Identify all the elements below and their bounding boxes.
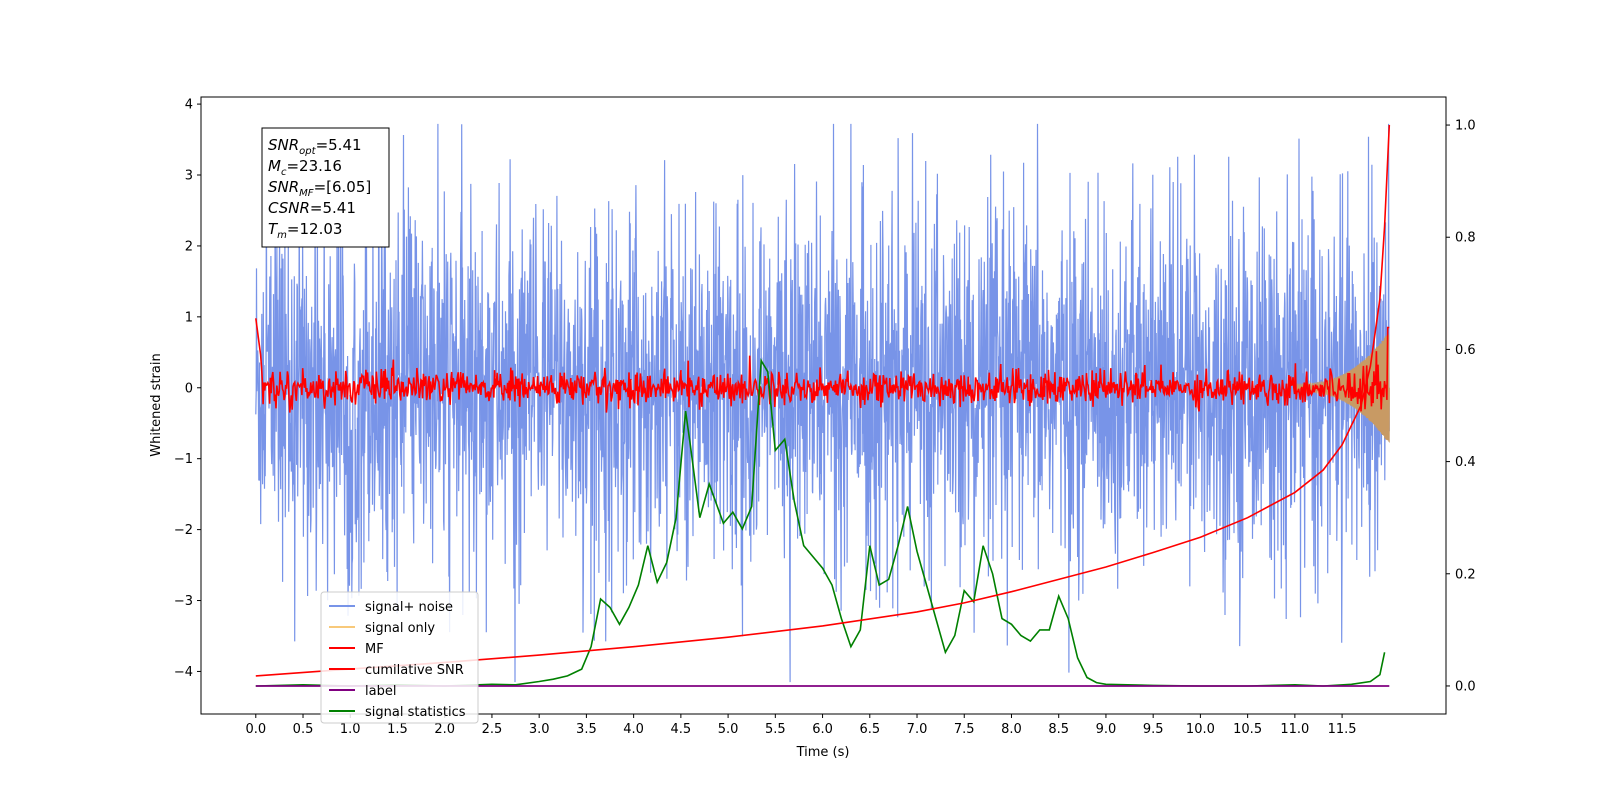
y-tick-label: 3 [185,169,193,184]
annotation-frame [261,127,390,248]
series-mf-line [255,318,1390,413]
x-tick-label: 5.0 [718,722,739,737]
y-tick-label: −3 [174,594,193,609]
x-tick-label: 1.0 [340,722,361,737]
x-tick-label: 3.5 [576,722,597,737]
x-tick-label: 10.5 [1233,722,1262,737]
y-axis-label: Whitened strain [149,353,164,456]
series-cumulative-snr-line [255,124,1391,677]
x-tick-label: 4.0 [623,722,644,737]
x-tick-label: 0.5 [293,722,314,737]
annotation-line: SNRopt=5.41 [268,136,362,157]
x-tick-label: 7.5 [954,722,975,737]
y2-tick-label: 1.0 [1455,119,1476,134]
y-tick-label: −1 [174,452,193,467]
x-tick-label: 3.0 [529,722,550,737]
plot-frame [200,96,1447,715]
annotation-line: Mc=23.16 [268,157,342,178]
legend-label: signal+ noise [365,600,453,615]
y2-tick-label: 0.8 [1455,231,1476,246]
x-tick-label: 10.0 [1186,722,1215,737]
x-tick-label: 11.5 [1328,722,1357,737]
series-signal-statistics-line [255,357,1386,687]
legend-label: signal statistics [365,705,466,720]
x-tick-label: 9.0 [1096,722,1117,737]
x-tick-label: 8.5 [1048,722,1069,737]
x-tick-label: 6.5 [859,722,880,737]
x-tick-label: 7.0 [907,722,928,737]
y-tick-label: 1 [185,310,193,325]
x-tick-label: 11.0 [1280,722,1309,737]
y2-tick-label: 0.4 [1455,455,1476,470]
legend-label: MF [365,642,384,657]
series-signal-noise-line [255,123,1390,683]
x-tick-label: 6.0 [812,722,833,737]
x-tick-label: 2.0 [434,722,455,737]
legend-label: signal only [365,621,435,636]
y-tick-label: 0 [185,381,193,396]
annotation-line: SNRMF=[6.05] [268,178,371,199]
y-tick-label: −4 [174,665,193,680]
annotation-line: Tm=12.03 [268,220,342,241]
annotation-line: CSNR=5.41 [268,199,356,217]
legend-label: label [365,684,396,699]
x-tick-label: 9.5 [1143,722,1164,737]
legend-frame [320,591,479,724]
legend: signal+ noise signal only MF cumilative SNR… [320,591,479,724]
y2-tick-label: 0.6 [1455,343,1476,358]
x-tick-label: 0.0 [245,722,266,737]
axis-layer: 0.0 0.5 1.0 1.5 2.0 2.5 3.0 3.5 4.0 4.5 5.0 5.5 6.0 6… [174,98,1476,737]
y-tick-label: 4 [185,98,193,113]
y2-tick-label: 0.2 [1455,567,1476,582]
x-tick-label: 5.5 [765,722,786,737]
y-tick-label: 2 [185,239,193,254]
x-tick-label: 1.5 [387,722,408,737]
x-tick-label: 4.5 [671,722,692,737]
x-tick-label: 2.5 [482,722,503,737]
y2-tick-label: 0.0 [1455,679,1476,694]
x-tick-label: 8.0 [1001,722,1022,737]
stats-annotation-box: SNRopt=5.41Mc=23.16SNRMF=[6.05]CSNR=5.41… [261,127,390,248]
y-tick-label: −2 [174,523,193,538]
legend-label: cumilative SNR [365,663,464,678]
series-signal-only-line [1294,334,1390,443]
x-axis-label: Time (s) [796,745,850,760]
